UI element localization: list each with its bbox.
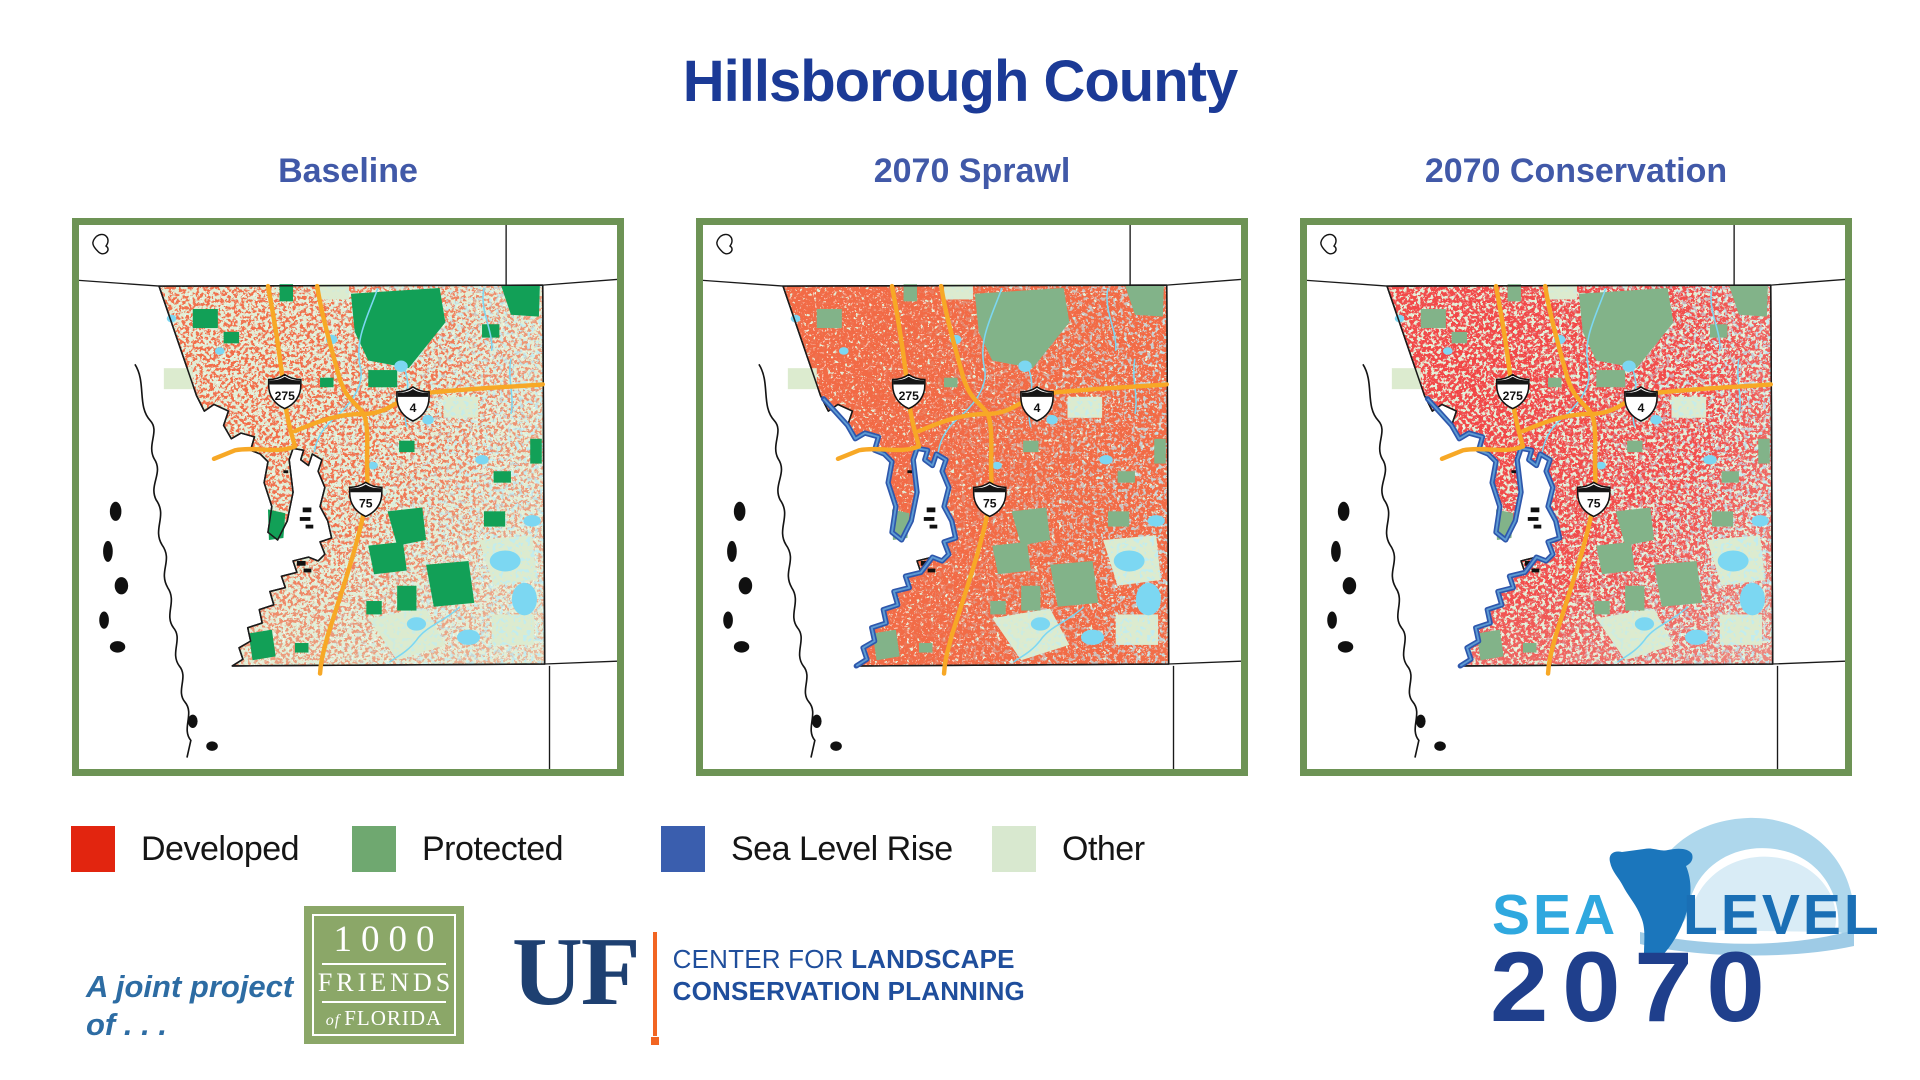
map-column-sprawl: 2070 Sprawl [696, 152, 1248, 776]
uf-logo-letters: UF [512, 918, 641, 1026]
map-title-sprawl: 2070 Sprawl [873, 152, 1071, 190]
interstate-275-shield: 275 [891, 373, 926, 410]
sealevel-logo-2070: 2070 [1490, 931, 1779, 1042]
islands [723, 470, 938, 751]
divider [322, 1001, 446, 1003]
map-canvas-baseline: 275 4 75 [79, 225, 617, 769]
map-panel-conservation: 275 4 75 [1300, 218, 1852, 776]
interstate-4-shield: 4 [396, 386, 430, 422]
svg-text:75: 75 [1587, 497, 1601, 511]
map-column-conservation: 2070 Conservation [1300, 152, 1852, 776]
friends-logo-florida: of FLORIDA [325, 1006, 443, 1030]
protected-areas [816, 284, 1166, 661]
svg-text:275: 275 [899, 389, 920, 403]
sea-level-2070-logo: SEA LEVEL 2070 [1490, 806, 1890, 1070]
county-boundary-lines [703, 225, 1241, 769]
legend-item-protected: Protected [352, 826, 564, 872]
coast-detail [92, 233, 109, 255]
map-panel-baseline: 275 4 75 [72, 218, 624, 776]
legend-label-sea-level-rise: Sea Level Rise [731, 829, 953, 868]
wave-florida-icon [1609, 817, 1855, 962]
divider [322, 963, 446, 965]
sealevel-logo-sea: SEA [1492, 883, 1619, 947]
legend-item-sea-level-rise: Sea Level Rise [661, 826, 953, 872]
legend-item-developed: Developed [71, 826, 300, 872]
svg-text:4: 4 [410, 401, 417, 415]
legend-swatch-sea-level-rise [661, 826, 705, 872]
map-panel-sprawl: 275 4 75 [696, 218, 1248, 776]
map-canvas-sprawl: 275 4 75 [703, 225, 1241, 769]
sea-level-rise-band [820, 396, 959, 669]
legend-item-other: Other [992, 826, 1145, 872]
wetland-texture [783, 285, 1169, 666]
interstate-75-shield: 75 [1576, 481, 1611, 518]
friends-logo-1000: 1000 [333, 919, 444, 960]
pinellas-coastline [134, 363, 192, 758]
coast-detail [716, 233, 733, 255]
uf-logo-divider [650, 932, 659, 1045]
legend-label-developed: Developed [141, 829, 300, 868]
uf-center-name: CENTER FOR LANDSCAPE CONSERVATION PLANNI… [672, 944, 1025, 1006]
pinellas-coastline [758, 363, 816, 758]
county-map-svg: 275 4 75 [1307, 225, 1845, 769]
interstate-4-shield: 4 [1020, 386, 1054, 422]
lakes [166, 314, 541, 645]
page-title: Hillsborough County [682, 49, 1239, 114]
interstate-75-shield: 75 [348, 481, 383, 518]
joint-project-caption: A joint project of . . . [86, 969, 294, 1042]
islands [99, 470, 314, 751]
county-map-svg: 275 4 75 [79, 225, 617, 769]
interstate-75-shield: 75 [972, 481, 1007, 518]
protected-areas [192, 284, 542, 661]
coast-detail [1320, 233, 1337, 255]
county-map-svg: 275 4 75 [703, 225, 1241, 769]
interstate-275-shield: 275 [267, 373, 302, 410]
map-title-conservation: 2070 Conservation [1424, 152, 1728, 190]
county-outline [158, 284, 546, 667]
legend-label-protected: Protected [422, 829, 564, 868]
county-boundary-lines [79, 225, 617, 769]
svg-text:4: 4 [1034, 401, 1041, 415]
svg-text:275: 275 [1503, 389, 1524, 403]
map-column-baseline: Baseline [72, 152, 624, 776]
legend-swatch-protected [352, 826, 396, 872]
county-boundary-lines [1307, 225, 1845, 769]
thousand-friends-of-florida-logo: 1000 FRIENDS of FLORIDA [304, 906, 464, 1044]
interstate-275-shield: 275 [1495, 373, 1530, 410]
uf-clcp-logo: UF CENTER FOR LANDSCAPE CONSERVATION PLA… [512, 918, 1025, 1045]
pinellas-coastline [1362, 363, 1420, 758]
sea-level-rise-band [1424, 396, 1563, 669]
interstate-4-shield: 4 [1624, 386, 1658, 422]
svg-text:275: 275 [275, 389, 296, 403]
svg-text:4: 4 [1638, 401, 1645, 415]
map-canvas-conservation: 275 4 75 [1307, 225, 1845, 769]
florida-silhouette-icon [1609, 848, 1693, 962]
map-title-baseline: Baseline [278, 152, 418, 190]
legend: Developed Protected Sea Level Rise Other [0, 826, 1920, 876]
svg-text:75: 75 [983, 497, 997, 511]
friends-logo-friends: FRIENDS [317, 968, 455, 997]
svg-text:75: 75 [359, 497, 373, 511]
legend-label-other: Other [1062, 829, 1145, 868]
legend-swatch-developed [71, 826, 115, 872]
sealevel-logo-level: LEVEL [1683, 883, 1882, 947]
legend-swatch-other [992, 826, 1036, 872]
